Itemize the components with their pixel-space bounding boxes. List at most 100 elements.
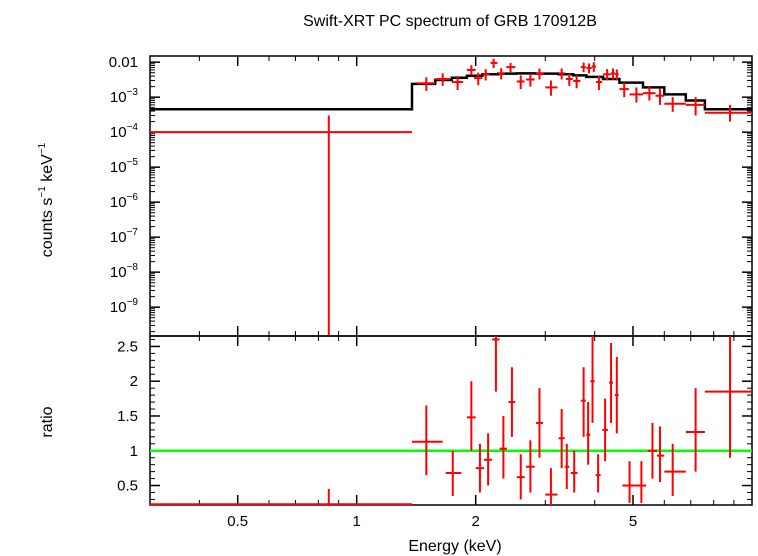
y-tick-label: 1	[130, 443, 138, 460]
ratio-data-point	[602, 398, 608, 462]
y-tick-mantissa: 0.01	[109, 54, 138, 71]
ratio-data-point	[466, 381, 476, 451]
spectrum-data-point	[535, 68, 545, 80]
spectrum-data-point	[435, 73, 450, 86]
ratio-data-point	[499, 415, 507, 479]
y-tick-exponent: −7	[127, 227, 139, 238]
spectrum-data-point	[603, 69, 612, 81]
spectrum-data-point	[655, 88, 665, 105]
ratio-data-point	[508, 367, 516, 437]
y-tick-label: 10−9	[110, 297, 139, 316]
spectrum-data-point	[416, 77, 436, 91]
ylabel-main: counts s	[39, 198, 56, 258]
spectrum-data-point	[482, 69, 490, 81]
y-tick-label: 10−6	[110, 192, 139, 211]
y-tick-mantissa: 10	[110, 159, 127, 176]
ratio-data-point	[622, 461, 637, 503]
spectrum-data-point	[580, 62, 586, 73]
spectrum-data-point	[516, 75, 525, 90]
spectrum-data-point	[558, 68, 565, 80]
spectrum-data-point	[525, 73, 535, 87]
ratio-data-point	[525, 440, 535, 493]
ratio-data-point	[580, 367, 586, 437]
y-tick-mantissa: 10	[110, 194, 127, 211]
ratio-data-point	[558, 409, 565, 469]
y-tick-label: 10−5	[110, 157, 139, 176]
ylabel-mid: keV	[39, 154, 56, 186]
ratio-y-axis-label: ratio	[39, 406, 56, 437]
spectrum-frame	[149, 55, 753, 337]
spectrum-data-point	[619, 82, 629, 98]
ratio-data-point	[590, 336, 595, 423]
ratio-data-point	[150, 489, 412, 506]
x-tick-label: 5	[629, 513, 637, 530]
y-tick-mantissa: 10	[110, 299, 127, 316]
y-tick-exponent: −3	[127, 87, 139, 98]
spectrum-data-point	[685, 97, 705, 116]
spectrum-data-point	[573, 74, 581, 89]
model-step-line	[150, 72, 752, 111]
y-tick-label: 10−8	[110, 262, 139, 281]
spectrum-data-point	[614, 69, 619, 81]
spectrum-data-point	[586, 63, 592, 74]
spectrum-data-point	[704, 104, 752, 122]
y-tick-label: 0.01	[109, 54, 138, 71]
y-tick-exponent: −8	[127, 262, 139, 273]
spectrum-data-point	[643, 86, 656, 101]
y-tick-exponent: −5	[127, 157, 139, 168]
ratio-data-point	[564, 443, 570, 490]
spectrum-data-point	[664, 97, 686, 112]
ratio-data-point	[545, 468, 558, 505]
x-tick-label: 1	[353, 513, 361, 530]
ratio-data-point	[685, 388, 705, 472]
y-tick-mantissa: 10	[110, 229, 127, 246]
y-tick-label: 1.5	[117, 408, 138, 425]
spectrum-data-point	[565, 73, 573, 86]
y-tick-mantissa: 10	[110, 264, 127, 281]
y-tick-label: 0.5	[117, 478, 138, 495]
ylabel-sup2: −1	[37, 142, 48, 154]
spectrum-data-point	[611, 68, 615, 80]
y-tick-label: 10−4	[110, 122, 139, 141]
y-tick-exponent: −9	[127, 297, 139, 308]
y-tick-label: 10−7	[110, 227, 139, 246]
ratio-data-point	[647, 422, 657, 479]
ratio-data-point	[609, 342, 613, 423]
ratio-data-point	[516, 454, 525, 500]
spectrum-data-point	[490, 58, 498, 69]
ratio-data-point	[535, 388, 543, 458]
ratio-data-point	[484, 433, 493, 486]
spectrum-data-point	[506, 62, 516, 73]
ratio-data-point	[570, 450, 578, 493]
ratio-data-point	[586, 402, 591, 465]
y-tick-label: 10−3	[110, 87, 139, 106]
ratio-data-point	[411, 405, 443, 476]
spectrum-data-point	[451, 76, 464, 91]
spectrum-y-axis-label: counts s−1 keV−1	[37, 142, 56, 257]
spectrum-data-point	[473, 72, 483, 86]
spectrum-data-point	[150, 115, 412, 336]
spectrum-data-point	[595, 76, 603, 91]
y-tick-mantissa: 10	[110, 89, 127, 106]
ratio-data-point	[445, 450, 462, 496]
spectrum-data-point	[466, 65, 476, 76]
ratio-panel: 0.5 1 2 5 0.5 1 1.5 2 2.5	[117, 335, 753, 530]
x-tick-label: 0.5	[227, 513, 248, 530]
ratio-data-point	[636, 461, 647, 503]
ratio-data-point	[475, 443, 485, 493]
ratio-data-point	[656, 426, 665, 483]
y-tick-exponent: −6	[127, 192, 139, 203]
x-axis-label: Energy (keV)	[408, 538, 501, 555]
ylabel-sup1: −1	[37, 186, 48, 198]
ratio-data-point	[614, 356, 619, 434]
x-tick-label: 2	[472, 513, 480, 530]
ratio-data-point	[492, 336, 500, 392]
y-tick-label: 2.5	[117, 338, 138, 355]
y-tick-label: 2	[130, 373, 138, 390]
spectrum-data-point	[629, 87, 644, 103]
spectrum-data-point	[591, 62, 596, 72]
spectrum-data-point	[498, 68, 505, 80]
y-tick-mantissa: 10	[110, 124, 127, 141]
